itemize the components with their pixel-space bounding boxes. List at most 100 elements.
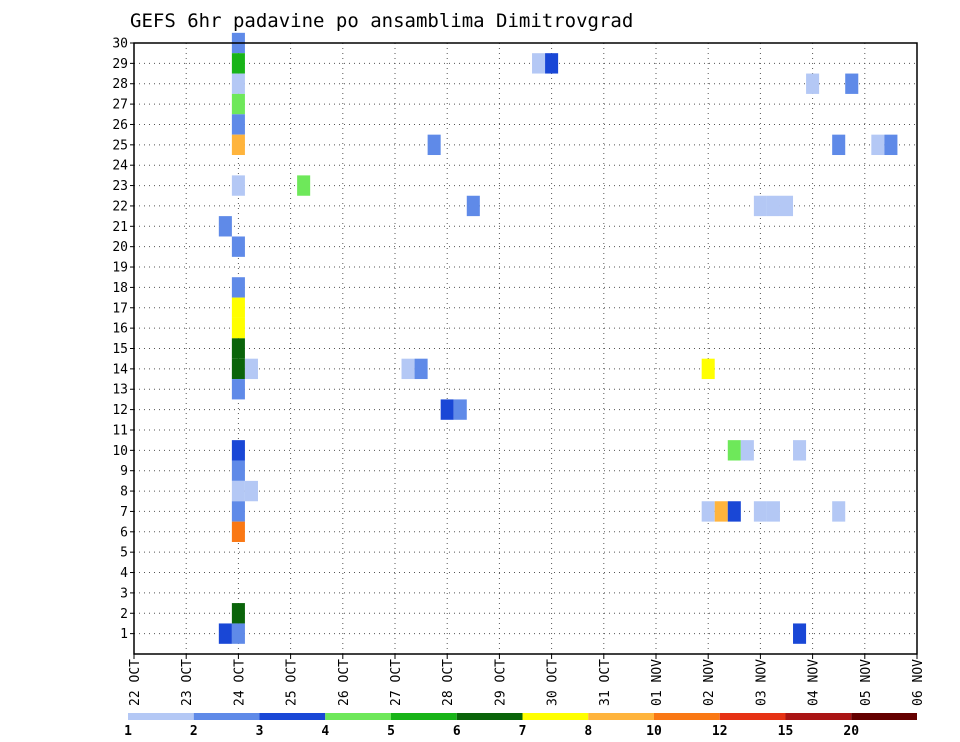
heatmap-cell: [231, 338, 245, 359]
y-tick-label: 6: [120, 525, 128, 540]
y-tick-label: 19: [112, 261, 128, 276]
y-tick-label: 9: [120, 464, 128, 479]
y-axis: 1234567891011121314151617181920212223242…: [112, 37, 134, 642]
x-tick-label: 22 OCT: [128, 659, 143, 706]
y-tick-label: 24: [112, 159, 128, 174]
x-tick-label: 27 OCT: [389, 659, 404, 706]
colorbar-segment: [785, 713, 852, 720]
heatmap-cell: [753, 501, 767, 522]
y-tick-label: 12: [112, 403, 128, 418]
heatmap-cell: [231, 175, 245, 196]
heatmap-cell: [231, 501, 245, 522]
heatmap-cell: [218, 623, 232, 644]
x-tick-label: 26 OCT: [337, 659, 352, 706]
heatmap-cell: [244, 480, 258, 502]
y-tick-label: 11: [112, 423, 128, 438]
x-tick-label: 25 OCT: [285, 659, 300, 706]
x-tick-label: 02 NOV: [702, 659, 717, 706]
y-tick-label: 1: [120, 627, 128, 642]
heatmap-cell: [401, 358, 415, 380]
y-tick-label: 8: [120, 485, 128, 500]
colorbar-label: 4: [321, 724, 329, 739]
heatmap-cell: [231, 134, 245, 156]
y-tick-label: 22: [112, 199, 128, 214]
y-tick-label: 2: [120, 607, 128, 622]
data-cells: [218, 32, 898, 644]
heatmap-cell: [244, 358, 258, 380]
heatmap-cell: [806, 73, 820, 94]
y-tick-label: 13: [112, 383, 128, 398]
heatmap-cell: [740, 440, 754, 461]
x-tick-label: 04 NOV: [807, 659, 822, 706]
heatmap-cell: [453, 399, 467, 420]
y-tick-label: 25: [112, 138, 128, 153]
heatmap-cell: [832, 501, 846, 522]
heatmap-cell: [231, 480, 245, 502]
colorbar-segment: [325, 713, 391, 720]
heatmap-cell: [231, 440, 245, 461]
colorbar-segment: [391, 713, 457, 720]
colorbar-label: 15: [778, 724, 794, 739]
colorbar-segment: [456, 713, 523, 720]
heatmap-cell: [414, 358, 428, 380]
heatmap-cell: [701, 358, 715, 380]
heatmap-cell: [297, 175, 311, 196]
y-tick-label: 30: [112, 37, 128, 52]
x-tick-label: 28 OCT: [441, 659, 456, 706]
x-tick-label: 05 NOV: [859, 659, 874, 706]
heatmap-cell: [545, 53, 559, 74]
heatmap-cell: [427, 134, 441, 156]
heatmap-cell: [231, 114, 245, 135]
y-tick-label: 4: [120, 566, 128, 581]
heatmap-cell: [231, 379, 245, 400]
x-tick-label: 30 OCT: [546, 659, 561, 706]
x-tick-label: 23 OCT: [180, 659, 195, 706]
heatmap-cell: [884, 134, 898, 156]
y-tick-label: 23: [112, 179, 128, 194]
y-tick-label: 20: [112, 240, 128, 255]
heatmap-cell: [753, 195, 767, 217]
colorbar-segment: [654, 713, 720, 720]
heatmap-cell: [701, 501, 715, 522]
heatmap-cell: [231, 277, 245, 298]
colorbar-segment: [259, 713, 326, 720]
y-tick-label: 26: [112, 118, 128, 133]
y-tick-label: 15: [112, 342, 128, 357]
colorbar-label: 3: [256, 724, 264, 739]
heatmap-cell: [727, 440, 741, 461]
y-tick-label: 17: [112, 301, 128, 316]
colorbar-segment: [128, 713, 194, 720]
x-tick-label: 31 OCT: [598, 659, 613, 706]
y-tick-label: 18: [112, 281, 128, 296]
heatmap-cell: [231, 53, 245, 74]
heatmap-cell: [231, 358, 245, 380]
y-tick-label: 16: [112, 322, 128, 337]
colorbar-label: 6: [453, 724, 461, 739]
heatmap-cell: [714, 501, 728, 522]
heatmap-cell: [793, 623, 807, 644]
colorbar-segment: [522, 713, 589, 720]
x-tick-label: 06 NOV: [911, 659, 926, 706]
heatmap-cell: [231, 73, 245, 94]
y-tick-label: 21: [112, 220, 128, 235]
y-tick-label: 14: [112, 362, 128, 377]
heatmap-cell: [231, 623, 245, 644]
colorbar-segment: [193, 713, 260, 720]
heatmap-cell: [766, 501, 780, 522]
heatmap-cell: [231, 297, 245, 318]
heatmap-cell: [779, 195, 794, 217]
y-tick-label: 27: [112, 98, 128, 113]
heatmap-cell: [793, 440, 807, 461]
heatmap-cell: [218, 216, 232, 237]
y-tick-label: 29: [112, 57, 128, 72]
x-tick-label: 01 NOV: [650, 659, 665, 706]
heatmap-cell: [231, 317, 245, 339]
chart-title: GEFS 6hr padavine po ansamblima Dimitrov…: [130, 10, 633, 32]
heatmap-cell: [231, 236, 245, 257]
y-tick-label: 3: [120, 586, 128, 601]
colorbar-label: 1: [124, 724, 132, 739]
heatmap-cell: [231, 460, 245, 481]
heatmap-cell: [832, 134, 846, 156]
